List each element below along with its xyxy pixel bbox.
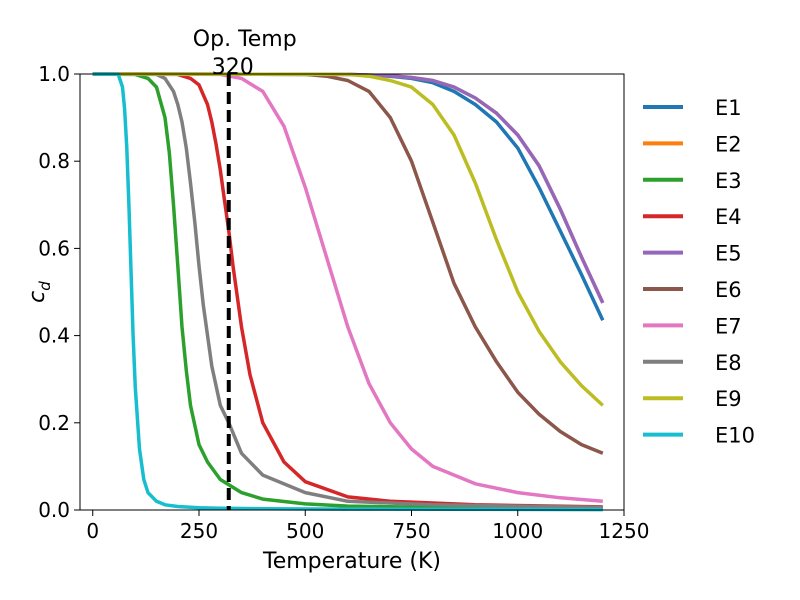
y-tick-label: 0.6 (38, 236, 70, 260)
legend-label: E2 (715, 132, 742, 156)
legend-label: E6 (715, 278, 742, 302)
legend-label: E8 (715, 351, 742, 375)
series-line-e1 (92, 72, 605, 322)
y-tick-label: 0.0 (38, 498, 70, 522)
x-tick-label: 1000 (492, 519, 543, 543)
y-tick-label: 0.4 (38, 324, 70, 348)
series-line-e10 (92, 72, 603, 512)
legend-label: E7 (715, 314, 742, 338)
plot-frame (79, 73, 625, 511)
legend-label: E9 (715, 387, 742, 411)
legend-label: E10 (715, 424, 755, 448)
op-temp-annotation-title: Op. Temp (193, 27, 297, 52)
legend-item-e3: E3 (643, 169, 742, 193)
y-tick-label: 0.2 (38, 411, 70, 435)
x-tick-label: 0 (86, 519, 99, 543)
legend-label: E3 (715, 169, 742, 193)
x-tick-label: 250 (180, 519, 218, 543)
legend-label: E1 (715, 96, 742, 120)
series-line-e4 (92, 72, 603, 509)
x-axis-label: Temperature (K) (262, 549, 441, 574)
series-line-e8 (92, 72, 603, 510)
legend-item-e10: E10 (643, 424, 755, 448)
series-line-e3 (92, 72, 603, 511)
legend-label: E5 (715, 242, 742, 266)
y-tick-label: 1.0 (38, 62, 70, 86)
x-tick-label: 750 (392, 519, 430, 543)
series-line-e5 (92, 72, 605, 304)
series-line-e7 (92, 72, 603, 504)
legend-item-e6: E6 (643, 278, 742, 302)
legend: E1 E2 E3 E4 E5 E6 E7 E8 E9 E10 (643, 96, 755, 448)
y-axis-label: cd (25, 281, 54, 303)
series-layer (92, 72, 605, 512)
legend-label: E4 (715, 205, 742, 229)
x-tick-label: 500 (286, 519, 324, 543)
legend-item-e2: E2 (643, 132, 742, 156)
op-temp-annotation-value: 320 (212, 55, 254, 80)
legend-item-e9: E9 (643, 387, 742, 411)
legend-item-e7: E7 (643, 314, 742, 338)
legend-item-e4: E4 (643, 205, 742, 229)
series-line-e2 (92, 72, 605, 304)
series-line-e9 (92, 72, 604, 407)
x-tick-label: 1250 (599, 519, 650, 543)
y-tick-label: 0.8 (38, 149, 70, 173)
legend-item-e1: E1 (643, 96, 742, 120)
legend-item-e5: E5 (643, 242, 742, 266)
series-line-e6 (92, 72, 604, 455)
legend-item-e8: E8 (643, 351, 742, 375)
x-axis-ticks: 0 250 500 750 1000 1250 (86, 510, 649, 543)
y-axis-ticks: 0.0 0.2 0.4 0.6 0.8 1.0 (38, 62, 80, 522)
